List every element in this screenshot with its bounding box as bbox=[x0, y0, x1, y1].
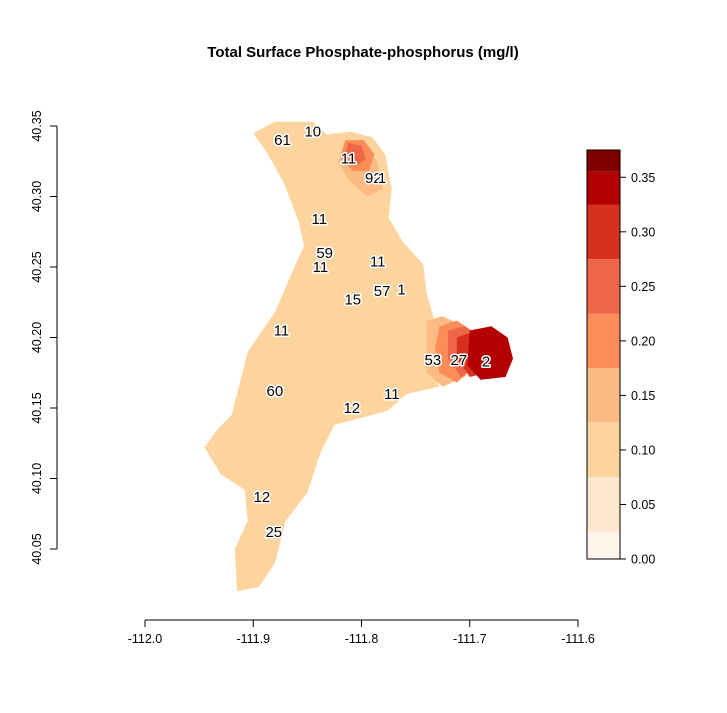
site-label: 25 bbox=[265, 524, 282, 541]
legend-swatch bbox=[587, 368, 620, 423]
site-label: 59 bbox=[316, 245, 333, 262]
legend-tick-label: 0.05 bbox=[631, 498, 655, 512]
legend-tick-label: 0.20 bbox=[631, 334, 655, 348]
legend-tick-label: 0.35 bbox=[631, 171, 655, 185]
y-tick-label: 40.30 bbox=[30, 181, 44, 212]
y-tick-label: 40.25 bbox=[30, 251, 44, 282]
site-label: 1 bbox=[397, 282, 405, 299]
lake-surface bbox=[204, 121, 513, 592]
legend-swatch bbox=[587, 477, 620, 532]
legend-tick-label: 0.15 bbox=[631, 389, 655, 403]
site-label: 12 bbox=[254, 489, 271, 506]
site-label: 10 bbox=[304, 124, 321, 141]
site-label: 11 bbox=[313, 259, 329, 276]
y-tick-label: 40.35 bbox=[30, 110, 44, 141]
site-label: 11 bbox=[384, 386, 400, 403]
legend-swatch bbox=[587, 422, 620, 478]
legend-swatch bbox=[587, 171, 620, 205]
site-label: 53 bbox=[425, 352, 442, 369]
lake-outline bbox=[204, 121, 440, 592]
site-label: 11 bbox=[274, 323, 290, 340]
legend-tick-label: 0.30 bbox=[631, 225, 655, 239]
site-label: 92 bbox=[365, 170, 382, 187]
site-label: 2 bbox=[482, 354, 490, 371]
legend-tick-label: 0.25 bbox=[631, 280, 655, 294]
x-axis: -112.0 -111.9 -111.8 -111.7 -111.6 bbox=[128, 619, 595, 646]
site-label: 15 bbox=[344, 291, 361, 308]
y-tick-label: 40.10 bbox=[30, 463, 44, 494]
legend-swatch bbox=[587, 150, 620, 172]
x-tick-label: -111.7 bbox=[453, 632, 487, 646]
x-tick-label: -111.8 bbox=[345, 632, 379, 646]
legend-tick-label: 0.00 bbox=[631, 553, 655, 567]
x-tick-label: -112.0 bbox=[128, 632, 163, 646]
site-label: 57 bbox=[374, 283, 391, 300]
site-label: 12 bbox=[343, 400, 360, 417]
color-legend: 0.00 0.05 0.10 0.15 0.20 0.25 0.30 0.35 bbox=[586, 149, 655, 567]
concentration-zone-2 bbox=[345, 142, 366, 166]
y-axis: 40.05 40.10 40.15 40.20 40.25 40.30 40.35 bbox=[30, 110, 58, 565]
site-label: 11 bbox=[312, 211, 328, 228]
map-title: Total Surface Phosphate-phosphorus (mg/l… bbox=[207, 44, 518, 61]
site-label: 61 bbox=[274, 132, 291, 149]
concentration-zone-7 bbox=[467, 326, 513, 380]
y-tick-label: 40.20 bbox=[30, 322, 44, 353]
site-label: 11 bbox=[370, 253, 386, 270]
y-tick-label: 40.05 bbox=[30, 533, 44, 564]
x-tick-label: -111.9 bbox=[236, 632, 270, 646]
x-tick-label: -111.6 bbox=[561, 632, 595, 646]
legend-swatch bbox=[587, 313, 620, 369]
site-label: 1 bbox=[378, 170, 386, 187]
legend-swatch bbox=[587, 531, 620, 559]
y-tick-label: 40.15 bbox=[30, 392, 44, 423]
site-label: 11 bbox=[341, 150, 357, 167]
legend-swatch bbox=[587, 204, 620, 259]
legend-tick-label: 0.10 bbox=[631, 443, 655, 457]
site-label: 27 bbox=[451, 352, 468, 369]
legend-frame bbox=[586, 149, 621, 560]
site-label: 60 bbox=[267, 383, 284, 400]
legend-swatch bbox=[587, 259, 620, 314]
